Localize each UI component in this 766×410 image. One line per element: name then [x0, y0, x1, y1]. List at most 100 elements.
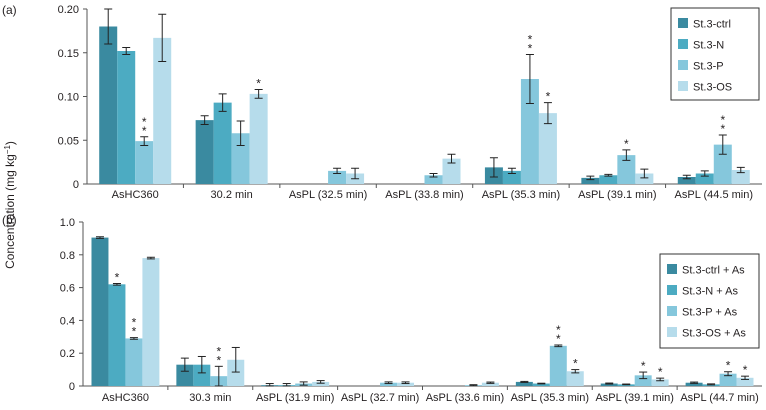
bar: [380, 382, 398, 386]
significance-star: *: [720, 113, 725, 127]
bar: [651, 379, 669, 386]
bar: [599, 175, 618, 184]
significance-star: *: [142, 115, 147, 129]
bar: [481, 382, 499, 386]
y-tick-label: 0.4: [60, 315, 75, 327]
significance-star: *: [743, 363, 748, 377]
bar: [515, 381, 533, 386]
bar: [142, 258, 160, 386]
x-tick-label: AsHC360: [102, 392, 149, 404]
chart-panel-a: (a) 0 0.05 0.10 0.15 0.20 AsHC360 30.2 min AsPL…: [2, 3, 762, 201]
bar: [227, 359, 245, 386]
y-tick-label: 0.15: [58, 48, 79, 60]
legend-swatch: [667, 306, 677, 316]
x-tick-label: 30.3 min: [189, 392, 231, 404]
bar: [532, 383, 550, 386]
legend-label: St.3-P: [693, 61, 724, 73]
significance-star: *: [658, 365, 663, 379]
significance-star: *: [256, 77, 261, 91]
y-tick-label: 0.2: [60, 348, 75, 360]
bar: [135, 141, 154, 184]
legend-swatch: [667, 327, 677, 337]
x-tick-label: AsPL (35.3 min): [511, 392, 589, 404]
legend-swatch: [667, 264, 677, 274]
legend-label: St.3-OS + As: [682, 328, 746, 340]
legend-label: St.3-ctrl: [693, 19, 731, 31]
bar: [91, 237, 109, 386]
significance-star: *: [216, 344, 221, 358]
legend-swatch: [678, 81, 688, 91]
bar: [397, 382, 415, 386]
bar: [600, 383, 618, 386]
significance-star: *: [546, 90, 551, 104]
bar: [231, 133, 250, 184]
bar: [153, 37, 172, 184]
x-tick-label: AsPL (39.1 min): [578, 189, 656, 201]
y-tick-label: 1.0: [60, 217, 75, 229]
bar: [213, 102, 232, 184]
significance-star: *: [528, 42, 533, 56]
significance-star: *: [142, 124, 147, 138]
bar: [424, 175, 443, 184]
bar: [249, 93, 268, 184]
y-tick-label: 0.20: [58, 4, 79, 16]
legend-label: St.3-N: [693, 40, 724, 52]
bar: [566, 371, 584, 386]
bar: [108, 284, 126, 386]
significance-star: *: [720, 122, 725, 136]
bar: [719, 373, 737, 386]
legend-label: St.3-OS: [693, 82, 732, 94]
significance-star: *: [573, 357, 578, 371]
x-tick-label: AsHC360: [112, 189, 159, 201]
legend-label: St.3-P + As: [682, 307, 738, 319]
bar: [538, 113, 557, 184]
legend-swatch: [678, 18, 688, 28]
y-tick-label: 0.6: [60, 283, 75, 295]
bar: [713, 144, 732, 184]
bar: [520, 79, 539, 184]
legend-label: St.3-ctrl + As: [682, 265, 745, 277]
bar: [581, 177, 600, 184]
bar: [328, 170, 347, 184]
bar: [312, 381, 330, 386]
panel-label-b: (b): [2, 213, 17, 227]
significance-star: *: [641, 359, 646, 373]
significance-star: *: [115, 271, 120, 285]
y-tick-label: 0: [69, 381, 75, 393]
x-tick-label: AsPL (32.7 min): [341, 392, 419, 404]
significance-star: *: [556, 323, 561, 337]
legend-swatch: [678, 39, 688, 49]
bar: [193, 364, 211, 386]
significance-star: *: [726, 359, 731, 373]
x-tick-label: AsPL (33.8 min): [385, 189, 463, 201]
significance-star: *: [556, 332, 561, 346]
significance-star: *: [216, 353, 221, 367]
x-tick-label: AsPL (31.9 min): [256, 392, 334, 404]
bar: [731, 170, 750, 184]
x-tick-label: AsPL (32.5 min): [289, 189, 367, 201]
significance-star: *: [624, 137, 629, 151]
bar: [125, 338, 143, 386]
y-tick-label: 0.05: [58, 135, 79, 147]
legend-swatch: [667, 285, 677, 295]
bar: [635, 173, 654, 184]
chart-panel-b: (b) 0 0.2 0.4 0.6 0.8 1.0 AsHC360 30.3 min AsPL …: [2, 213, 762, 404]
bar: [99, 26, 118, 184]
legend-swatch: [678, 60, 688, 70]
bar: [736, 377, 754, 386]
x-tick-label: AsPL (44.5 min): [675, 189, 753, 201]
y-tick-label: 0: [73, 179, 79, 191]
legend-label: St.3-N + As: [682, 286, 738, 298]
x-tick-label: AsPL (44.7 min): [680, 392, 758, 404]
bar: [549, 345, 567, 386]
panel-label-a: (a): [2, 3, 17, 17]
bar: [677, 177, 696, 184]
bar: [442, 158, 461, 184]
bar: [695, 173, 714, 184]
bar: [685, 382, 703, 386]
bar: [617, 155, 636, 184]
x-tick-label: AsPL (33.6 min): [426, 392, 504, 404]
x-tick-label: AsPL (35.3 min): [482, 189, 560, 201]
y-axis-label: Concentration (mg kg−1): [3, 141, 18, 269]
